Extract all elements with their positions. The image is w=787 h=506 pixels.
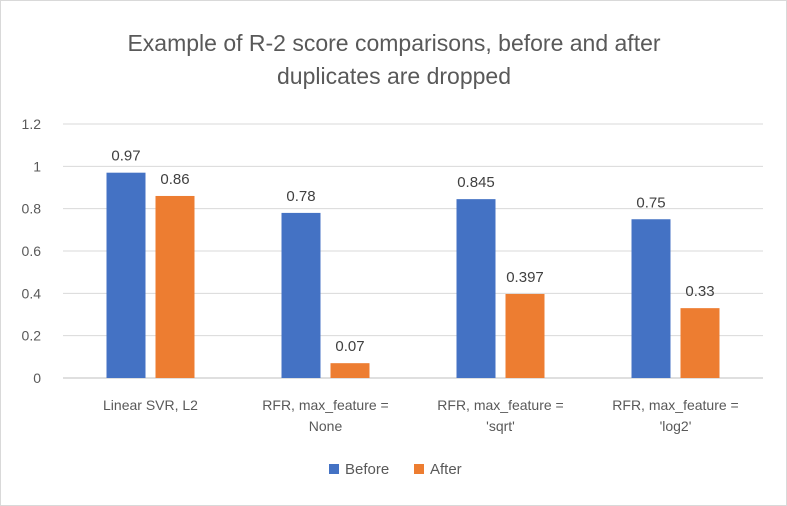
- bar-before: [281, 212, 321, 378]
- data-label: 0.845: [457, 174, 495, 191]
- category-label: 'log2': [660, 418, 692, 434]
- y-tick-label: 0.4: [22, 285, 42, 301]
- bar-after: [155, 195, 195, 378]
- y-tick-label: 1.2: [22, 116, 42, 132]
- chart-title: Example of R-2 score comparisons, before…: [127, 30, 660, 89]
- data-label: 0.75: [636, 194, 665, 211]
- legend-swatch-before: [329, 464, 339, 474]
- category-label: None: [309, 418, 343, 434]
- data-label: 0.07: [335, 338, 364, 355]
- data-label: 0.397: [506, 269, 544, 286]
- legend: Before After: [329, 461, 462, 478]
- y-tick-label: 0: [33, 370, 41, 386]
- legend-label-after: After: [430, 461, 462, 478]
- bars: [106, 172, 720, 378]
- bar-after: [330, 363, 370, 378]
- data-label: 0.33: [685, 283, 714, 300]
- legend-label-before: Before: [345, 461, 389, 478]
- bar-after: [680, 308, 720, 378]
- data-label: 0.78: [286, 188, 315, 205]
- y-tick-label: 0.8: [22, 201, 42, 217]
- data-label: 0.97: [111, 148, 140, 165]
- category-label: Linear SVR, L2: [103, 397, 198, 413]
- y-axis-ticks: 0 0.2 0.4 0.6 0.8 1 1.2: [22, 116, 42, 386]
- chart-title-line-2: duplicates are dropped: [277, 63, 511, 89]
- data-labels: 0.97 0.78 0.845 0.75 0.86 0.07 0.397 0.33: [111, 148, 714, 355]
- y-tick-label: 0.6: [22, 243, 42, 259]
- data-label: 0.86: [160, 171, 189, 188]
- bar-after: [505, 293, 545, 378]
- bar-before: [631, 219, 671, 378]
- bar-before: [456, 199, 496, 378]
- category-label: 'sqrt': [486, 418, 515, 434]
- bar-before: [106, 172, 146, 378]
- category-label: RFR, max_feature =: [262, 397, 388, 413]
- category-label: RFR, max_feature =: [437, 397, 563, 413]
- chart-title-line-1: Example of R-2 score comparisons, before…: [127, 30, 660, 56]
- category-label: RFR, max_feature =: [612, 397, 738, 413]
- y-tick-label: 0.2: [22, 328, 42, 344]
- legend-swatch-after: [414, 464, 424, 474]
- y-tick-label: 1: [33, 158, 41, 174]
- x-axis-categories: Linear SVR, L2 RFR, max_feature = None RFR,…: [103, 397, 739, 434]
